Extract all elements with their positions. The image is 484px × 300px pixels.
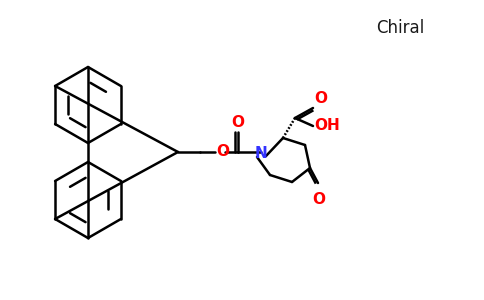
Text: O: O — [313, 192, 326, 207]
Text: OH: OH — [314, 118, 340, 134]
Text: O: O — [314, 91, 327, 106]
Text: O: O — [216, 143, 229, 158]
Text: Chiral: Chiral — [376, 19, 424, 37]
Text: O: O — [231, 115, 244, 130]
Text: N: N — [255, 146, 267, 160]
